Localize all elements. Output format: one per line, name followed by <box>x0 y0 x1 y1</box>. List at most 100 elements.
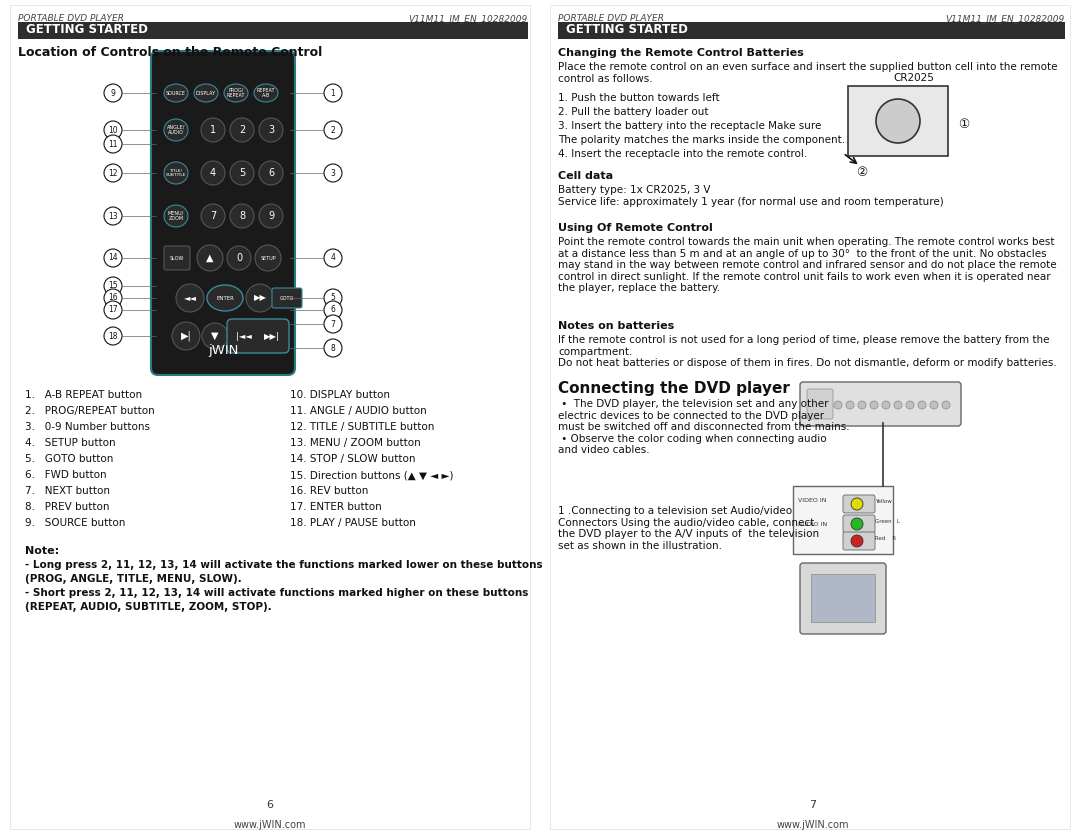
Text: ▶▶: ▶▶ <box>254 294 267 303</box>
Ellipse shape <box>164 205 188 227</box>
Text: 2. Pull the battery loader out: 2. Pull the battery loader out <box>558 107 708 117</box>
Circle shape <box>104 249 122 267</box>
Text: (REPEAT, AUDIO, SUBTITLE, ZOOM, STOP).: (REPEAT, AUDIO, SUBTITLE, ZOOM, STOP). <box>25 602 272 612</box>
Text: 6: 6 <box>268 168 274 178</box>
FancyBboxPatch shape <box>227 319 289 353</box>
Text: •  The DVD player, the television set and any other
electric devices to be conne: • The DVD player, the television set and… <box>558 399 850 455</box>
Text: The polarity matches the marks inside the component.: The polarity matches the marks inside th… <box>558 135 846 145</box>
Circle shape <box>882 401 890 409</box>
Circle shape <box>104 121 122 139</box>
FancyBboxPatch shape <box>558 22 1065 39</box>
Circle shape <box>201 204 225 228</box>
Text: GETTING STARTED: GETTING STARTED <box>566 23 688 36</box>
Text: 11. ANGLE / AUDIO button: 11. ANGLE / AUDIO button <box>291 406 427 416</box>
Text: 6.   FWD button: 6. FWD button <box>25 470 107 480</box>
Text: REPEAT
A-B: REPEAT A-B <box>257 88 275 98</box>
Text: 13. MENU / ZOOM button: 13. MENU / ZOOM button <box>291 438 421 448</box>
Text: V11M11_IM_EN_10282009: V11M11_IM_EN_10282009 <box>946 14 1065 23</box>
Circle shape <box>176 284 204 312</box>
Circle shape <box>104 135 122 153</box>
Text: 3.   0-9 Number buttons: 3. 0-9 Number buttons <box>25 422 150 432</box>
Text: (PROG, ANGLE, TITLE, MENU, SLOW).: (PROG, ANGLE, TITLE, MENU, SLOW). <box>25 574 242 584</box>
Ellipse shape <box>164 119 188 141</box>
Text: 9: 9 <box>110 88 116 98</box>
Text: PROG/
REPEAT: PROG/ REPEAT <box>227 88 245 98</box>
Circle shape <box>324 289 342 307</box>
Text: ANGLE/
AUDIO: ANGLE/ AUDIO <box>166 124 185 135</box>
Circle shape <box>870 401 878 409</box>
Text: 15: 15 <box>108 282 118 290</box>
Circle shape <box>324 164 342 182</box>
Circle shape <box>104 207 122 225</box>
Text: 3: 3 <box>268 125 274 135</box>
Text: 6: 6 <box>267 800 273 810</box>
FancyBboxPatch shape <box>18 22 528 39</box>
Text: VIDEO IN: VIDEO IN <box>798 498 826 503</box>
Text: 1 .Connecting to a television set Audio/video
Connectors Using the audio/video c: 1 .Connecting to a television set Audio/… <box>558 506 819 550</box>
Text: 4.   SETUP button: 4. SETUP button <box>25 438 116 448</box>
Circle shape <box>851 498 863 510</box>
Circle shape <box>942 401 950 409</box>
Text: ▲: ▲ <box>206 253 214 263</box>
Text: Using Of Remote Control: Using Of Remote Control <box>558 223 713 233</box>
FancyBboxPatch shape <box>843 515 875 533</box>
Circle shape <box>202 323 228 349</box>
Text: 17: 17 <box>108 305 118 314</box>
Circle shape <box>201 118 225 142</box>
Text: jWIN: jWIN <box>207 344 239 356</box>
Text: 2: 2 <box>239 125 245 135</box>
Circle shape <box>906 401 914 409</box>
Text: CR2025: CR2025 <box>893 73 934 83</box>
Text: - Short press 2, 11, 12, 13, 14 will activate functions marked higher on these b: - Short press 2, 11, 12, 13, 14 will act… <box>25 588 528 598</box>
FancyBboxPatch shape <box>843 532 875 550</box>
Text: Place the remote control on an even surface and insert the supplied button cell : Place the remote control on an even surf… <box>558 62 1057 83</box>
Circle shape <box>246 284 274 312</box>
Text: 7.   NEXT button: 7. NEXT button <box>25 486 110 496</box>
Text: 1.   A-B REPEAT button: 1. A-B REPEAT button <box>25 390 143 400</box>
Text: 18: 18 <box>108 331 118 340</box>
Text: Cell data: Cell data <box>558 171 613 181</box>
Circle shape <box>324 315 342 333</box>
Circle shape <box>227 246 251 270</box>
FancyBboxPatch shape <box>151 51 295 375</box>
Text: 8: 8 <box>239 211 245 221</box>
Circle shape <box>255 245 281 271</box>
Text: PORTABLE DVD PLAYER: PORTABLE DVD PLAYER <box>18 14 124 23</box>
FancyBboxPatch shape <box>843 495 875 513</box>
Text: 3. Insert the battery into the receptacle Make sure: 3. Insert the battery into the receptacl… <box>558 121 822 131</box>
Circle shape <box>918 401 926 409</box>
Circle shape <box>259 118 283 142</box>
Ellipse shape <box>254 84 278 102</box>
Text: 12. TITLE / SUBTITLE button: 12. TITLE / SUBTITLE button <box>291 422 434 432</box>
Text: Yellow: Yellow <box>875 499 892 504</box>
Ellipse shape <box>194 84 218 102</box>
Text: Notes on batteries: Notes on batteries <box>558 321 674 331</box>
Text: ▶|: ▶| <box>180 331 191 341</box>
Text: 10: 10 <box>108 125 118 134</box>
Text: 18. PLAY / PAUSE button: 18. PLAY / PAUSE button <box>291 518 416 528</box>
Text: TITLE/
SUBTITLE: TITLE/ SUBTITLE <box>165 168 186 178</box>
Circle shape <box>104 277 122 295</box>
Circle shape <box>324 84 342 102</box>
Circle shape <box>104 84 122 102</box>
Text: 1: 1 <box>210 125 216 135</box>
Circle shape <box>846 401 854 409</box>
Text: 4: 4 <box>330 254 336 263</box>
Circle shape <box>259 161 283 185</box>
Circle shape <box>876 99 920 143</box>
Text: Red    R: Red R <box>875 536 896 541</box>
Text: Green   L: Green L <box>875 519 900 524</box>
Circle shape <box>834 401 842 409</box>
Circle shape <box>324 339 342 357</box>
Circle shape <box>230 204 254 228</box>
Text: Location of Controls on the Remote Control: Location of Controls on the Remote Contr… <box>18 46 322 59</box>
Circle shape <box>104 301 122 319</box>
FancyBboxPatch shape <box>272 288 302 308</box>
Text: SOURCE: SOURCE <box>166 91 186 96</box>
Text: MENU/
ZOOM: MENU/ ZOOM <box>167 211 184 221</box>
Text: 14: 14 <box>108 254 118 263</box>
Text: GOTO: GOTO <box>280 295 294 300</box>
Text: 9: 9 <box>268 211 274 221</box>
Text: 14. STOP / SLOW button: 14. STOP / SLOW button <box>291 454 416 464</box>
Circle shape <box>324 249 342 267</box>
